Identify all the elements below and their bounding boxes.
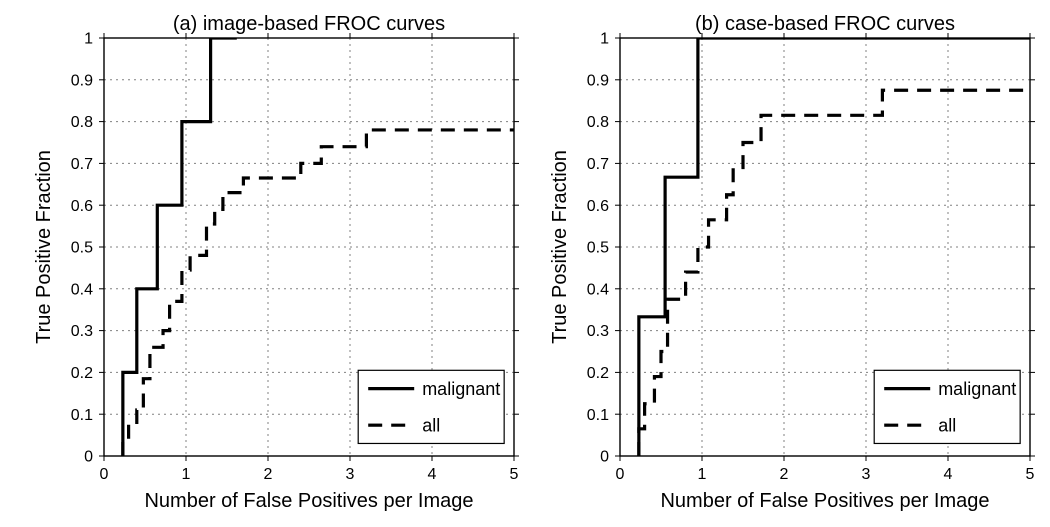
legend: malignant all [358,370,504,443]
xtick-label: 1 [182,466,191,483]
ytick-label: 0 [84,449,93,466]
ytick-label: 0.1 [71,407,93,424]
legend: malignant all [874,370,1020,443]
panel-title: (a) image-based FROC curves [173,13,445,35]
xtick-label: 3 [862,466,871,483]
ytick-label: 1 [84,31,93,48]
figure: 0 1 2 3 4 5 0 0.1 0.2 0.3 0.4 0.5 0.6 0.7 0.8 0.9 1 (a) i… [0,0,1050,527]
ytick-label: 0.2 [587,365,609,382]
y-axis-label: True Positive Fraction [33,150,55,344]
ytick-label: 0.7 [587,156,609,173]
ytick-label: 0.6 [71,198,93,215]
xtick-label: 2 [264,466,273,483]
x-axis-label: Number of False Positives per Image [660,490,989,512]
panel-title: (b) case-based FROC curves [695,13,955,35]
ytick-label: 0.9 [71,72,93,89]
ytick-label: 0.5 [587,240,609,257]
xtick-label: 1 [698,466,707,483]
ytick-label: 0.9 [587,72,609,89]
xtick-label: 4 [944,466,953,483]
xtick-label: 0 [616,466,625,483]
y-axis-label: True Positive Fraction [549,150,571,344]
x-axis-label: Number of False Positives per Image [144,490,473,512]
ytick-label: 0.8 [71,114,93,131]
ytick-label: 0.4 [587,281,609,298]
ytick-label: 0.3 [71,323,93,340]
panel-svg-b: 0 1 2 3 4 5 0 0.1 0.2 0.3 0.4 0.5 0.6 0.7 0.8 0.9 1 (b) c… [530,10,1038,517]
xtick-label: 4 [428,466,437,483]
panel-svg-a: 0 1 2 3 4 5 0 0.1 0.2 0.3 0.4 0.5 0.6 0.7 0.8 0.9 1 (a) i… [14,10,524,517]
panel-b: 0 1 2 3 4 5 0 0.1 0.2 0.3 0.4 0.5 0.6 0.7 0.8 0.9 1 (b) c… [530,10,1038,517]
legend-label-all: all [422,415,440,435]
ytick-label: 0.1 [587,407,609,424]
legend-label-all: all [938,415,956,435]
xtick-label: 5 [1026,466,1035,483]
ytick-label: 1 [600,31,609,48]
legend-label-malignant: malignant [422,379,500,399]
ytick-label: 0.6 [587,198,609,215]
ytick-label: 0 [600,449,609,466]
ytick-label: 0.4 [71,281,93,298]
legend-label-malignant: malignant [938,379,1016,399]
ytick-label: 0.2 [71,365,93,382]
xtick-label: 5 [510,466,519,483]
ytick-label: 0.7 [71,156,93,173]
ytick-label: 0.5 [71,240,93,257]
xtick-label: 3 [346,466,355,483]
xtick-label: 0 [100,466,109,483]
ytick-label: 0.8 [587,114,609,131]
panel-a: 0 1 2 3 4 5 0 0.1 0.2 0.3 0.4 0.5 0.6 0.7 0.8 0.9 1 (a) i… [14,10,524,517]
xtick-label: 2 [780,466,789,483]
ytick-label: 0.3 [587,323,609,340]
series-malignant [123,10,235,456]
